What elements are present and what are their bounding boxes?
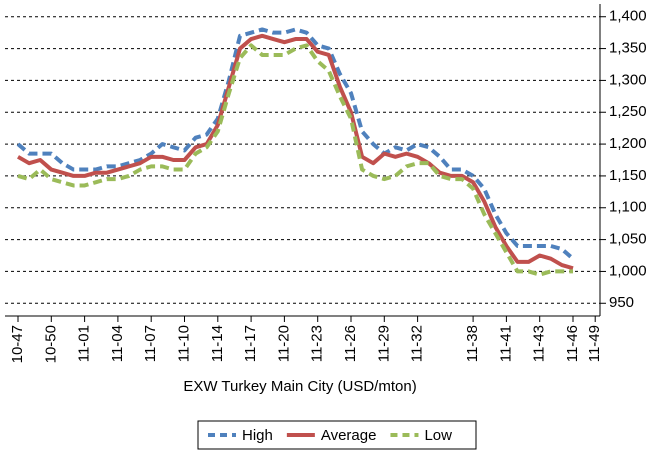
x-tick-label: 11-20 bbox=[275, 325, 292, 362]
y-tick-label: 1,400 bbox=[609, 8, 647, 25]
y-tick-label: 1,100 bbox=[609, 199, 647, 216]
y-tick-label: 1,200 bbox=[609, 135, 647, 152]
y-tick-label: 950 bbox=[609, 294, 634, 311]
x-tick-label: 10-47 bbox=[9, 325, 26, 363]
legend-box bbox=[197, 420, 477, 450]
series-line bbox=[16, 27, 575, 261]
x-tick-label: 11-38 bbox=[464, 325, 481, 362]
series-line bbox=[17, 43, 573, 277]
legend-label: High bbox=[242, 427, 273, 444]
x-tick-label: 11-14 bbox=[209, 325, 226, 362]
y-tick-label: 1,000 bbox=[609, 262, 647, 279]
x-tick-label: 11-23 bbox=[309, 325, 326, 362]
x-tick-label: 11-01 bbox=[76, 325, 93, 362]
x-tick-label: 11-10 bbox=[175, 325, 192, 362]
x-tick-label: 11-07 bbox=[142, 325, 159, 362]
legend-label: Low bbox=[424, 427, 452, 444]
x-tick-label: 11-26 bbox=[342, 325, 359, 362]
x-tick-label: 11-32 bbox=[409, 325, 426, 362]
x-tick-label: 11-29 bbox=[375, 325, 392, 362]
x-tick-label: 11-46 bbox=[564, 325, 581, 362]
x-tick-label: 11-04 bbox=[109, 325, 126, 362]
x-tick-label: 10-50 bbox=[42, 325, 59, 363]
y-tick-label: 1,150 bbox=[609, 167, 647, 184]
y-tick-label: 1,250 bbox=[609, 103, 647, 120]
x-tick-label: 11-43 bbox=[531, 325, 548, 362]
x-tick-label: 11-17 bbox=[242, 325, 259, 362]
x-tick-label: 11-41 bbox=[497, 325, 514, 362]
y-tick-label: 1,350 bbox=[609, 40, 647, 57]
y-tick-label: 1,050 bbox=[609, 231, 647, 248]
y-tick-label: 1,300 bbox=[609, 71, 647, 88]
x-tick-label: 11-49 bbox=[586, 325, 603, 362]
series-line bbox=[17, 33, 574, 271]
x-axis-label: EXW Turkey Main City (USD/mton) bbox=[183, 378, 416, 395]
legend-label: Average bbox=[321, 427, 377, 444]
